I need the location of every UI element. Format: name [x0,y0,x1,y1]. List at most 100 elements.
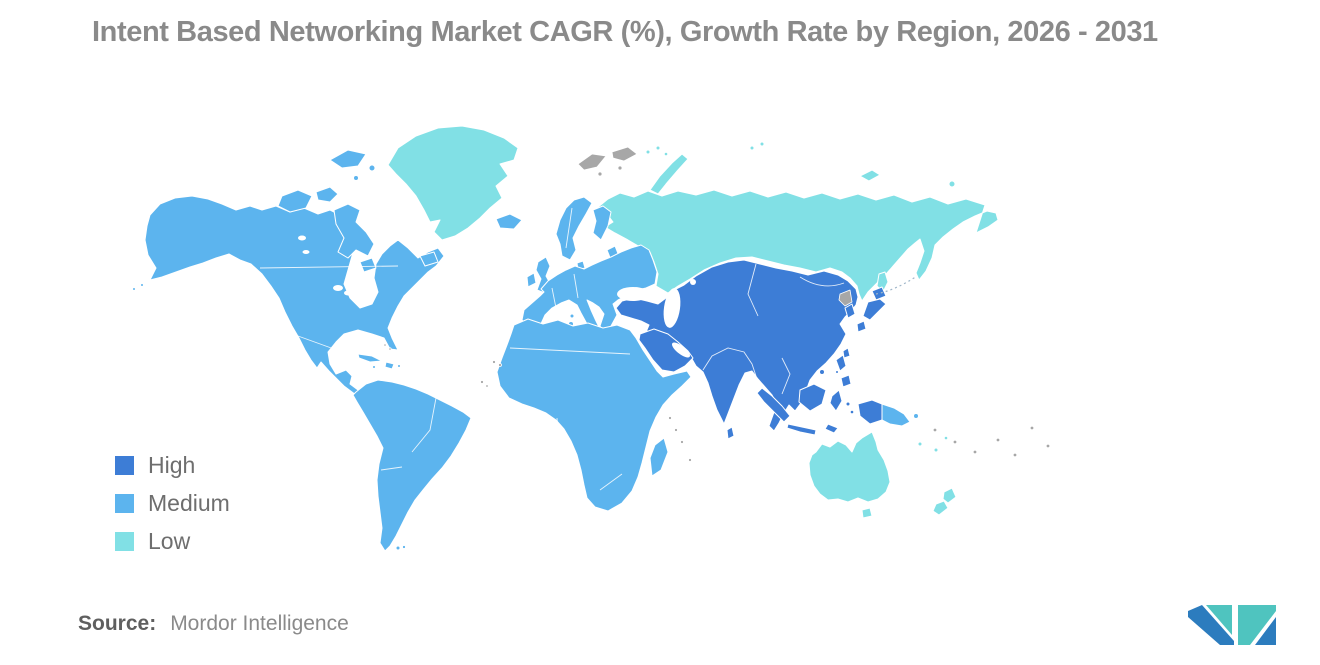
region-southampton [359,257,377,273]
region-sumatra [756,387,791,423]
map-regions-low [387,125,999,519]
border-europe-1 [551,287,557,309]
island-severnaya-1 [749,145,755,151]
region-sri-lanka [726,426,735,440]
region-papua-new-guinea [881,403,911,427]
island-indian-ocean-1 [668,416,672,420]
sea-aral [690,279,696,285]
island-cape-verde-1 [480,380,484,384]
legend-label-low: Low [148,527,191,554]
logo-blue-left-stripe [1188,605,1234,645]
border-brazil-west [411,397,437,453]
border-kazakhstan-china [747,263,759,317]
region-arctic-island-victoria [277,189,313,213]
logo-mark [1188,605,1276,645]
border-norway-sweden [565,207,573,249]
region-new-zealand-north [942,487,957,504]
island-philippines-dot [835,370,839,374]
region-arctic-dot [353,175,359,181]
region-timor [824,423,839,434]
region-newfoundland [419,251,439,267]
map-country-borders [259,207,845,491]
region-svalbard-2 [611,146,638,162]
region-madagascar [649,437,669,477]
region-new-zealand-south [932,500,949,516]
region-tasmania [861,507,873,519]
legend-label-medium: Medium [148,489,230,516]
lake-superior [333,285,343,291]
region-finland [592,205,612,241]
island-wrangel [948,180,956,188]
island-pacific-low-1 [917,441,923,447]
page-title: Intent Based Networking Market CAGR (%),… [92,16,1158,48]
region-devon-island [368,164,376,172]
region-africa [496,318,692,512]
source-line: Source: Mordor Intelligence [78,612,349,636]
region-arabia [638,328,694,373]
island-canary-2 [498,363,502,367]
island-franz-josef-1 [645,149,651,155]
island-pacific-3 [972,449,978,455]
island-falkland-2 [401,544,407,550]
region-ellesmere [329,149,367,169]
border-mongolia [799,276,845,287]
region-australia [808,431,891,503]
island-pacific-2 [952,439,958,445]
island-bahamas-1 [383,343,387,347]
border-us-mexico [297,335,335,350]
region-west-papua [857,399,883,425]
island-moluccas-2 [849,409,855,415]
region-arctic-island-banks [315,186,339,203]
island-pacific-low-3 [943,435,949,441]
region-north-korea [838,289,853,307]
island-franz-josef-2 [655,145,661,151]
legend: High Medium Low [115,446,230,560]
border-us-canada [259,265,399,269]
island-jamaica [372,365,376,369]
region-japan-kyushu [856,320,867,333]
border-south-africa [599,473,623,491]
island-falkland-1 [395,545,401,551]
map-regions-no-data [383,146,1051,462]
island-mauritius [688,458,692,462]
region-java [786,423,817,436]
sea-caspian [663,288,681,328]
legend-item-low: Low [115,522,230,560]
region-novaya-zemlya [649,153,689,195]
region-russia [596,189,999,302]
region-svalbard-1 [577,153,607,171]
island-pacific-low-2 [933,447,939,453]
region-taiwan [842,347,851,359]
logo-blue-right-triangle [1255,617,1276,645]
legend-label-high: High [148,451,196,478]
region-new-siberian-islands [859,169,881,182]
border-indochina [781,357,791,395]
region-iceland [495,213,523,230]
island-pacific-5 [1012,452,1018,458]
island-severnaya-2 [759,141,765,147]
legend-swatch-medium [115,493,134,513]
region-svalbard-dot-2 [617,165,623,171]
island-bahamas-2 [388,347,392,351]
island-aleutian-1 [140,283,144,287]
region-japan-hokkaido [871,286,887,301]
mordor-intelligence-logo [1188,601,1288,645]
border-central-africa [556,417,560,447]
island-puerto-rico [397,364,401,368]
region-philippines-luzon [835,354,847,372]
island-hainan [819,369,825,375]
region-svalbard-dot-1 [597,171,603,177]
border-brazil-south [380,466,403,471]
region-greenland [387,125,519,241]
region-sulawesi [829,389,843,412]
region-baffin-island [333,203,375,259]
island-cape-verde-2 [485,384,489,388]
sea-black [617,287,649,301]
region-south-korea [844,303,856,319]
dashed-boundary-kurils [875,275,918,295]
region-japan-honshu [862,298,887,321]
region-cuba [357,353,383,363]
region-sakhalin [876,271,889,293]
region-scandinavia [555,196,593,261]
